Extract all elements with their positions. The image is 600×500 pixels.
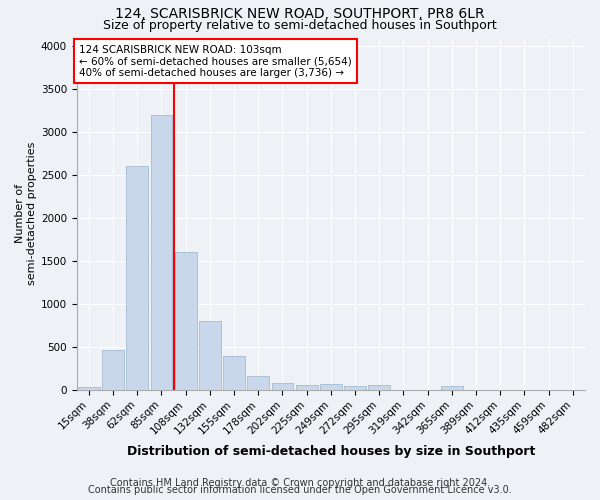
Bar [175, 252, 197, 390]
Bar [151, 115, 172, 390]
Text: 124, SCARISBRICK NEW ROAD, SOUTHPORT, PR8 6LR: 124, SCARISBRICK NEW ROAD, SOUTHPORT, PR… [115, 8, 485, 22]
Bar [272, 382, 293, 390]
Y-axis label: Number of
semi-detached properties: Number of semi-detached properties [15, 142, 37, 285]
Bar [199, 321, 221, 390]
Text: Contains public sector information licensed under the Open Government Licence v3: Contains public sector information licen… [88, 485, 512, 495]
Bar [223, 356, 245, 390]
Bar [441, 386, 463, 390]
Bar [296, 385, 317, 390]
X-axis label: Distribution of semi-detached houses by size in Southport: Distribution of semi-detached houses by … [127, 444, 535, 458]
Bar [247, 376, 269, 390]
Text: 124 SCARISBRICK NEW ROAD: 103sqm
← 60% of semi-detached houses are smaller (5,65: 124 SCARISBRICK NEW ROAD: 103sqm ← 60% o… [79, 44, 352, 78]
Bar [320, 384, 342, 390]
Bar [102, 350, 124, 390]
Bar [127, 166, 148, 390]
Text: Contains HM Land Registry data © Crown copyright and database right 2024.: Contains HM Land Registry data © Crown c… [110, 478, 490, 488]
Bar [78, 387, 100, 390]
Bar [368, 385, 390, 390]
Bar [344, 386, 366, 390]
Text: Size of property relative to semi-detached houses in Southport: Size of property relative to semi-detach… [103, 18, 497, 32]
